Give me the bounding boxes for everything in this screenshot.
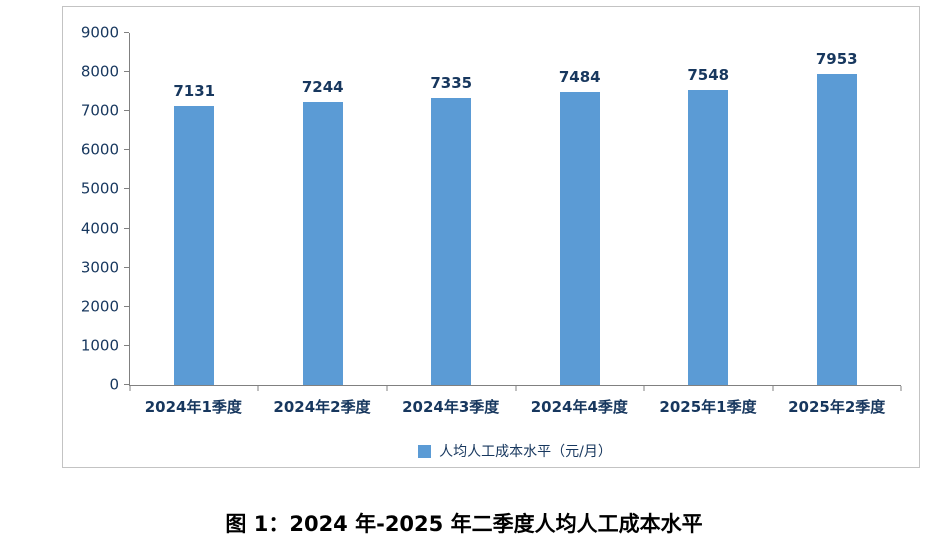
y-tick-label: 1000 <box>80 336 119 355</box>
x-axis-label: 2024年1季度 <box>144 398 242 416</box>
x-tick-mark <box>900 386 902 391</box>
plot-row: 0 1000 2000 3000 4000 5000 6000 7000 8000 9000 71… <box>79 25 902 392</box>
y-tick-label: 3000 <box>80 258 119 277</box>
y-tick-label: 2000 <box>80 297 119 316</box>
y-tick-mark <box>124 71 129 73</box>
bar-group: 7335 <box>387 33 516 385</box>
x-tick-mark <box>772 386 773 391</box>
x-tick-mark <box>386 386 388 391</box>
y-tick-mark <box>124 305 129 307</box>
y-tick-mark <box>124 384 129 385</box>
bar <box>174 106 215 385</box>
bar-value-label: 7131 <box>173 82 216 101</box>
bar-value-label: 7548 <box>687 65 730 84</box>
x-axis-label: 2025年2季度 <box>788 398 886 416</box>
y-tick-mark <box>124 149 129 151</box>
bar <box>431 98 472 385</box>
bar-group: 7131 <box>130 33 259 385</box>
y-tick-mark <box>124 32 129 33</box>
y-tick-mark <box>124 344 129 346</box>
legend-label: 人均人工成本水平（元/月） <box>439 444 612 460</box>
x-tick-mark <box>643 386 645 391</box>
y-tick-mark <box>124 227 129 229</box>
bar <box>559 92 600 385</box>
x-axis-label: 2025年1季度 <box>659 398 757 416</box>
bar-value-label: 7244 <box>301 77 344 96</box>
legend-swatch-icon <box>418 444 432 458</box>
bar <box>688 89 729 385</box>
bar-value-label: 7335 <box>430 74 473 93</box>
y-tick-label: 7000 <box>80 101 119 120</box>
bar <box>816 73 857 385</box>
y-tick-label: 4000 <box>80 219 119 238</box>
x-axis-labels: 2024年1季度 2024年2季度 2024年3季度 2024年4季度 2025年1季度… <box>129 396 901 417</box>
y-tick-label: 5000 <box>80 179 119 198</box>
chart-caption: 图 1：2024 年-2025 年二季度人均人工成本水平 <box>225 512 703 536</box>
y-tick-label: 6000 <box>80 140 119 159</box>
plot-wrap: 0 1000 2000 3000 4000 5000 6000 7000 8000 9000 71… <box>79 25 902 461</box>
x-tick-mark <box>129 386 131 391</box>
x-axis-label: 2024年2季度 <box>273 398 371 416</box>
bar <box>302 101 343 385</box>
y-tick-mark <box>124 266 129 268</box>
x-tick-mark <box>257 386 259 391</box>
y-tick-label: 8000 <box>80 62 119 81</box>
bar-group: 7244 <box>259 33 388 385</box>
y-tick-mark <box>124 110 129 112</box>
x-axis-label: 2024年3季度 <box>402 398 500 416</box>
bar-group: 7548 <box>644 33 773 385</box>
bar-value-label: 7953 <box>815 49 858 68</box>
bar-group: 7484 <box>516 33 645 385</box>
y-tick-label: 0 <box>109 375 119 394</box>
plot-area: 7131 7244 7335 7484 7548 7953 <box>129 33 902 391</box>
y-tick-mark <box>124 188 129 190</box>
chart-frame: 0 1000 2000 3000 4000 5000 6000 7000 8000 9000 71… <box>62 6 920 468</box>
legend: 人均人工成本水平（元/月） <box>129 441 901 461</box>
y-tick-label: 9000 <box>80 23 119 42</box>
bar-group: 7953 <box>773 33 902 385</box>
y-axis: 0 1000 2000 3000 4000 5000 6000 7000 8000 9000 <box>79 25 129 392</box>
bar-value-label: 7484 <box>558 68 601 87</box>
x-tick-mark <box>515 386 516 391</box>
x-axis-label: 2024年4季度 <box>530 398 628 416</box>
